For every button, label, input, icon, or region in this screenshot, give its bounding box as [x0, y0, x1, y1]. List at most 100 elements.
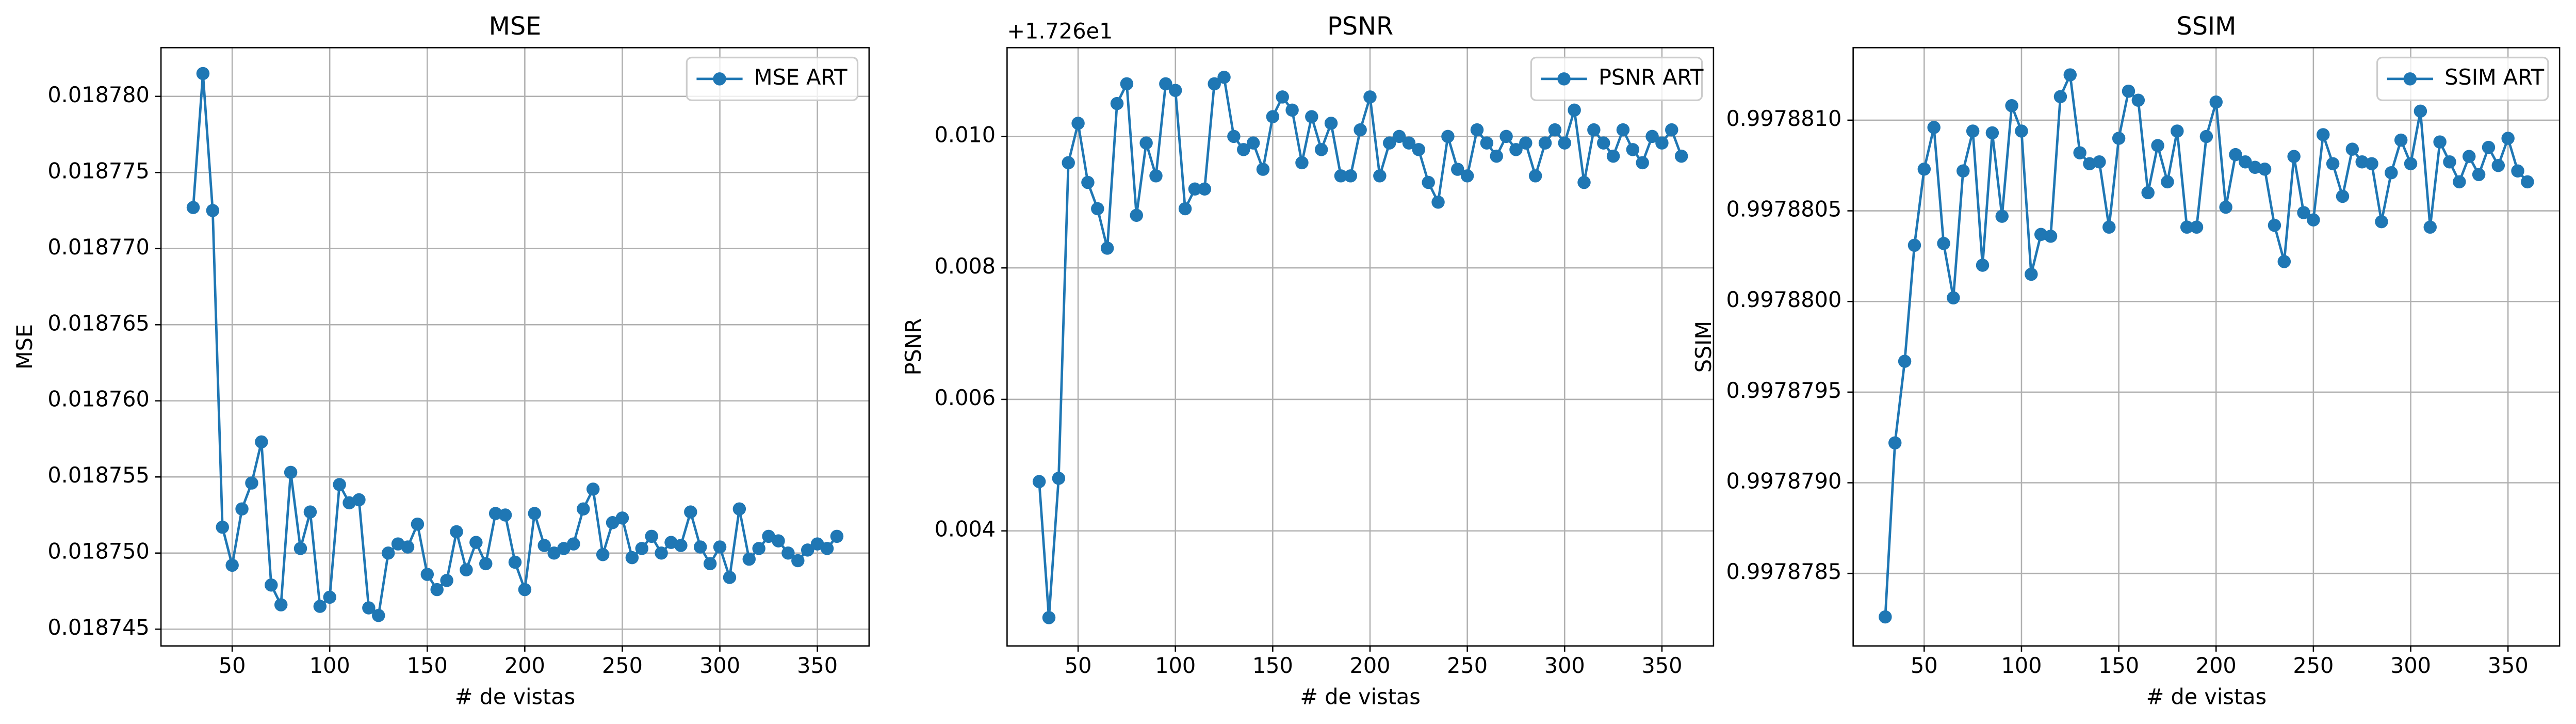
- data-point: [606, 516, 619, 529]
- data-point: [537, 539, 551, 552]
- x-tick-label: 150: [2098, 653, 2139, 678]
- y-tick-label: 0.018745: [47, 615, 150, 640]
- y-tick-label: 0.9978795: [1726, 378, 1841, 403]
- data-point: [2083, 157, 2096, 170]
- data-point: [1305, 110, 1318, 123]
- data-point: [1519, 136, 1532, 150]
- data-point: [1616, 123, 1630, 137]
- legend-label: SSIM ART: [2444, 65, 2545, 90]
- data-point: [625, 551, 639, 565]
- data-point: [2180, 220, 2194, 234]
- data-point: [2161, 175, 2174, 189]
- data-point: [460, 563, 473, 576]
- data-point: [430, 583, 444, 597]
- data-point: [2063, 68, 2077, 82]
- data-point: [1373, 169, 1387, 183]
- data-point: [2005, 99, 2018, 112]
- subplot: 50 100 150 200 250 300 350 0.018745 0.018750 0.01…: [12, 12, 870, 710]
- data-line: [1038, 75, 1683, 618]
- data-point: [265, 578, 278, 592]
- x-tick-label: 350: [797, 653, 838, 678]
- data-point: [2307, 213, 2320, 227]
- data-point: [196, 67, 210, 81]
- data-point: [2336, 189, 2350, 203]
- x-tick-label: 100: [309, 653, 350, 678]
- data-point: [294, 542, 307, 555]
- data-point: [2044, 230, 2058, 243]
- data-point: [1208, 77, 1221, 91]
- data-point: [2287, 150, 2301, 163]
- subplot-title: SSIM: [2176, 12, 2236, 41]
- y-tick-label: 0.008: [935, 254, 996, 279]
- data-point: [1422, 175, 1435, 189]
- data-point: [508, 555, 522, 569]
- data-point: [1490, 149, 1503, 163]
- x-tick-label: 50: [1911, 653, 1938, 678]
- data-point: [1382, 136, 1396, 150]
- data-point: [2229, 148, 2242, 162]
- data-point: [2034, 228, 2048, 241]
- legend-label: PSNR ART: [1599, 65, 1704, 90]
- data-point: [1227, 130, 1241, 143]
- data-point: [255, 435, 268, 449]
- data-point: [1596, 136, 1610, 150]
- x-tick-label: 250: [2293, 653, 2334, 678]
- data-point: [1976, 259, 1990, 272]
- data-point: [1995, 210, 2009, 223]
- x-tick-label: 350: [1641, 653, 1682, 678]
- data-point: [1470, 123, 1484, 137]
- data-point: [1139, 136, 1153, 150]
- data-point: [703, 557, 717, 571]
- y-tick-label: 0.018775: [47, 158, 150, 183]
- data-point: [1071, 117, 1085, 130]
- data-point: [801, 543, 814, 557]
- data-point: [1528, 169, 1542, 183]
- data-point: [810, 537, 824, 551]
- data-point: [2190, 220, 2204, 234]
- data-point: [2326, 157, 2340, 170]
- data-point: [2239, 155, 2252, 169]
- data-point: [313, 600, 327, 613]
- data-point: [723, 571, 737, 584]
- data-point: [1898, 355, 1912, 368]
- data-point: [450, 525, 463, 539]
- data-point: [577, 502, 590, 516]
- data-point: [586, 482, 600, 496]
- x-tick-label: 200: [2196, 653, 2237, 678]
- data-point: [1937, 237, 1950, 250]
- data-point: [596, 548, 610, 561]
- data-point: [420, 568, 434, 581]
- legend-label: MSE ART: [754, 65, 847, 90]
- data-point: [713, 540, 727, 554]
- data-point: [2414, 104, 2427, 118]
- data-point: [186, 201, 200, 214]
- data-point: [518, 583, 532, 597]
- data-point: [635, 542, 649, 555]
- data-point: [1655, 136, 1669, 150]
- data-point: [1558, 136, 1572, 150]
- y-tick-label: 0.004: [935, 517, 996, 542]
- data-point: [781, 546, 795, 560]
- data-point: [1499, 130, 1513, 143]
- data-point: [1081, 175, 1095, 189]
- legend: MSE ART: [686, 56, 859, 101]
- x-tick-label: 300: [2390, 653, 2431, 678]
- data-point: [1237, 143, 1250, 156]
- data-point: [1091, 202, 1104, 216]
- data-point: [1480, 136, 1494, 150]
- data-point: [2365, 157, 2378, 170]
- data-point: [820, 542, 834, 555]
- data-line: [1884, 70, 2529, 617]
- data-point: [225, 558, 239, 572]
- data-point: [2472, 168, 2486, 182]
- data-point: [440, 574, 453, 587]
- data-point: [1256, 163, 1270, 176]
- data-point: [1460, 169, 1474, 183]
- x-tick-label: 150: [1252, 653, 1293, 678]
- subplot: 50 100 150 200 250 300 350 0.004 0.006 0.008 0.010…: [901, 12, 1715, 710]
- data-point: [2345, 142, 2359, 156]
- data-point: [411, 517, 425, 531]
- data-point: [235, 502, 249, 516]
- data-point: [752, 542, 765, 555]
